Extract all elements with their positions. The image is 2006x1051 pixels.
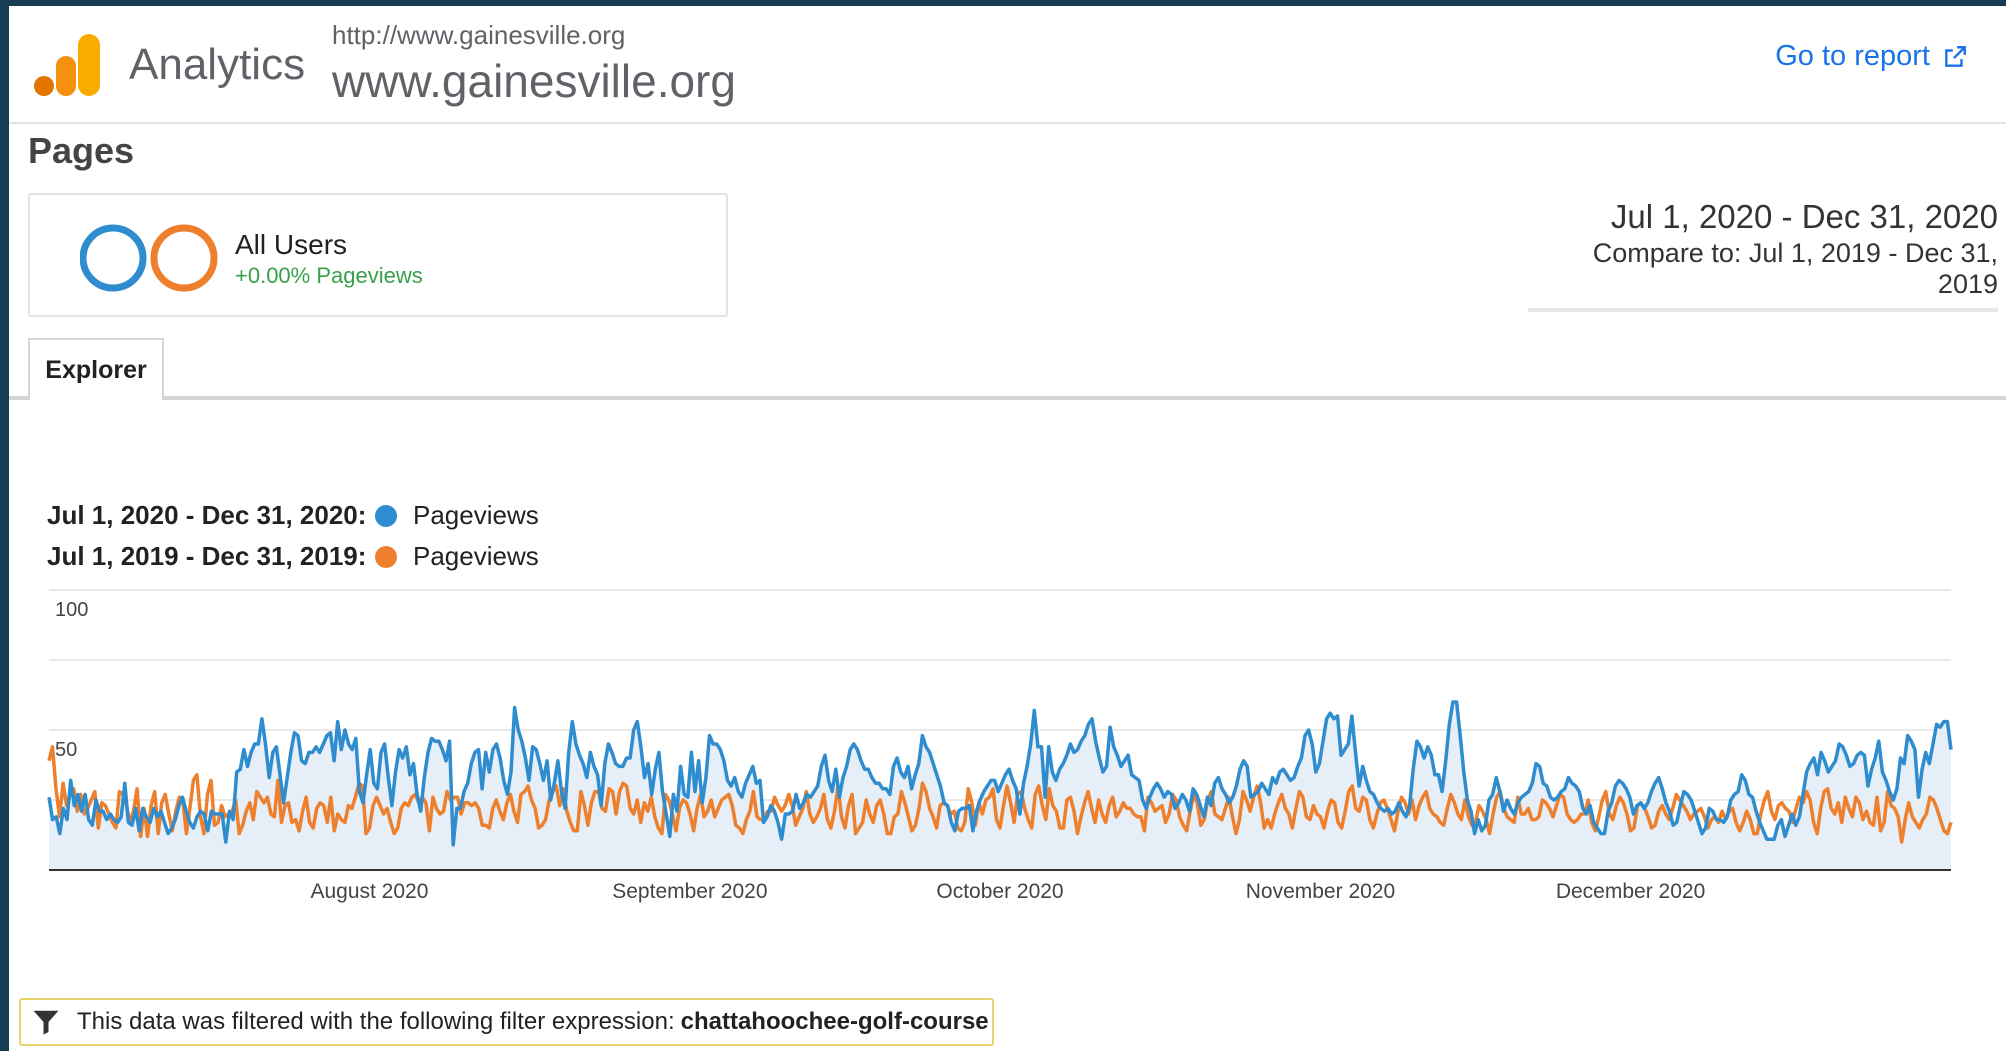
tab-explorer[interactable]: Explorer — [28, 338, 164, 404]
filter-text: This data was filtered with the followin… — [77, 1008, 675, 1035]
go-to-report-label: Go to report — [1775, 40, 1930, 72]
filter-expression: chattahoochee-golf-course — [680, 1008, 989, 1035]
property-url: http://www.gainesville.org — [332, 20, 626, 50]
legend-compare-range: Jul 1, 2019 - Dec 31, 2019: — [47, 541, 367, 571]
date-range-primary: Jul 1, 2020 - Dec 31, 2020 — [1610, 198, 1998, 235]
external-link-icon — [1945, 45, 1966, 67]
y-tick-label: 50 — [55, 739, 77, 761]
header: Analytics http://www.gainesville.org www… — [9, 6, 2006, 124]
series-current-area — [49, 702, 1951, 870]
legend-compare-dot — [375, 545, 397, 568]
segment-circles-icon — [80, 224, 218, 292]
segment-name: All Users — [235, 229, 348, 260]
legend-current-range: Jul 1, 2020 - Dec 31, 2020: — [47, 500, 367, 530]
legend-current: Jul 1, 2020 - Dec 31, 2020: Pageviews — [47, 500, 539, 531]
y-tick-label: 100 — [55, 599, 88, 621]
x-tick-label: October 2020 — [936, 880, 1063, 903]
x-tick-label: November 2020 — [1246, 880, 1395, 903]
segment-card[interactable]: All Users +0.00% Pageviews — [28, 193, 728, 317]
property-name: www.gainesville.org — [332, 55, 736, 107]
legend-current-dot — [375, 504, 397, 527]
x-tick-label: September 2020 — [612, 880, 767, 903]
analytics-logo-icon — [34, 34, 100, 96]
series-compare-line — [47, 745, 1953, 844]
tab-bar — [9, 396, 2006, 400]
filter-notice: This data was filtered with the followin… — [19, 998, 994, 1046]
date-range-picker[interactable]: Jul 1, 2020 - Dec 31, 2020 Compare to: J… — [1528, 198, 1998, 312]
page-title: Pages — [28, 130, 135, 171]
legend-compare: Jul 1, 2019 - Dec 31, 2019: Pageviews — [47, 541, 539, 572]
go-to-report-link[interactable]: Go to report — [1775, 40, 1968, 73]
analytics-page: Analytics http://www.gainesville.org www… — [9, 6, 2006, 1051]
filter-icon — [33, 1010, 59, 1035]
legend-compare-metric: Pageviews — [413, 541, 539, 571]
date-range-compare: Compare to: Jul 1, 2019 - Dec 31, 2019 — [1592, 238, 1998, 299]
segment-change: +0.00% Pageviews — [235, 263, 423, 288]
pageviews-chart[interactable]: 100 50 August 2020 September 2020 October 20… — [9, 576, 2006, 916]
series-current-line — [47, 700, 1953, 847]
product-name: Analytics — [129, 40, 306, 89]
legend-current-metric: Pageviews — [413, 500, 539, 530]
x-tick-label: August 2020 — [310, 880, 428, 903]
x-tick-label: December 2020 — [1556, 880, 1705, 903]
